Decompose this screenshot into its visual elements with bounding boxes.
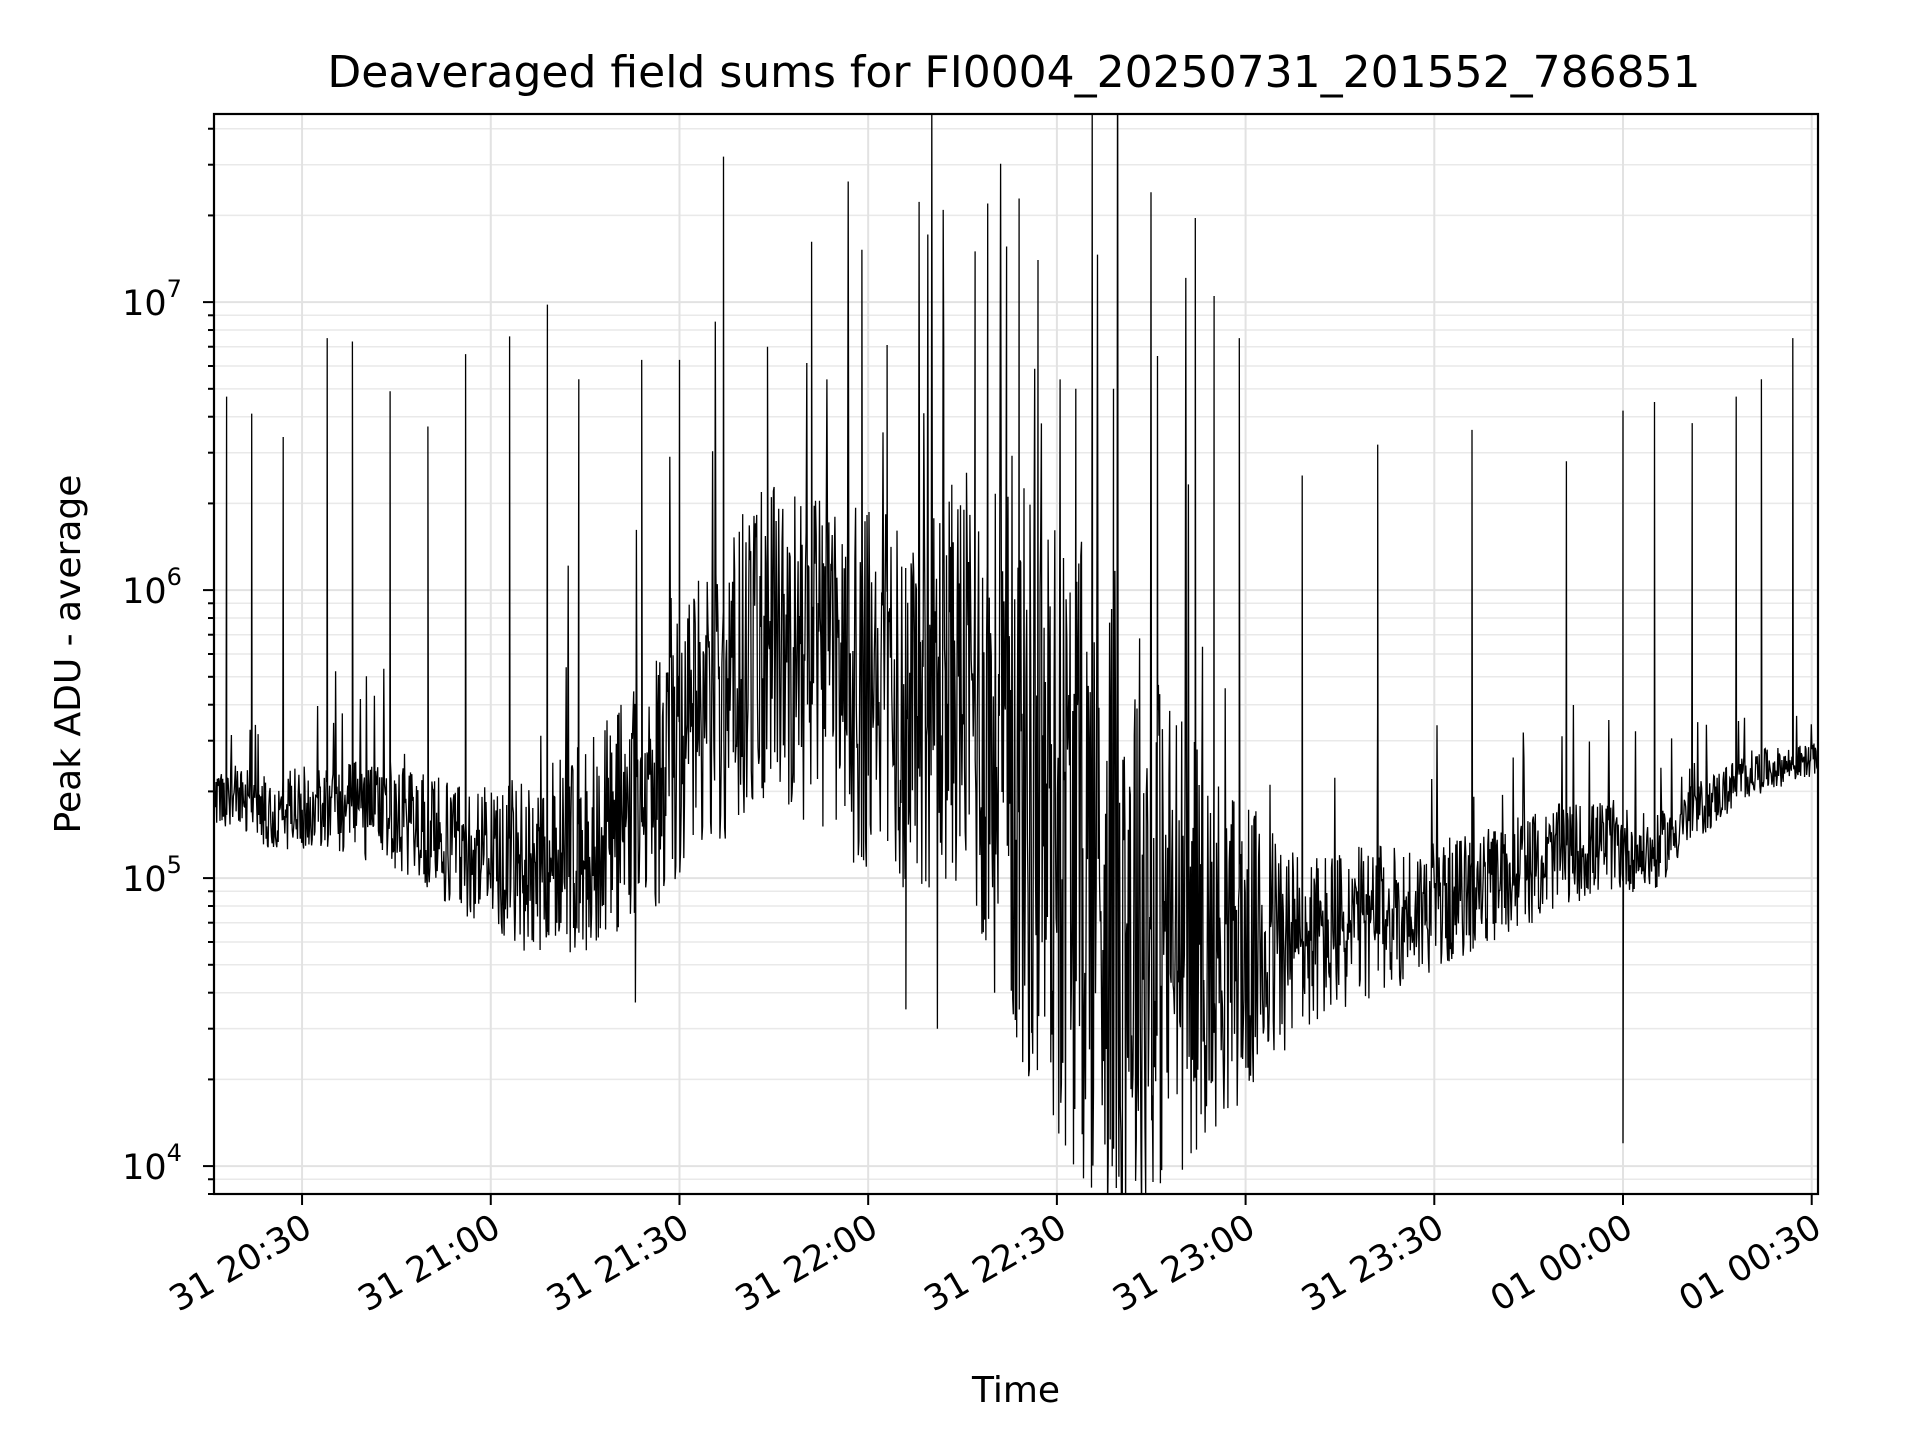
series-layer bbox=[214, 114, 1818, 1194]
y-tick-label: 107 bbox=[122, 275, 182, 324]
y-tick-label: 106 bbox=[122, 563, 182, 612]
y-axis-label: Peak ADU - average bbox=[48, 475, 89, 834]
x-axis-label: Time bbox=[971, 1370, 1060, 1411]
y-axis: 104 105 106 107 bbox=[122, 127, 214, 1195]
chart-title: Deaveraged field sums for FI0004_2025073… bbox=[327, 47, 1700, 98]
series-line bbox=[214, 114, 1818, 1194]
y-tick-label: 105 bbox=[122, 851, 182, 900]
y-tick-label: 104 bbox=[122, 1139, 182, 1188]
